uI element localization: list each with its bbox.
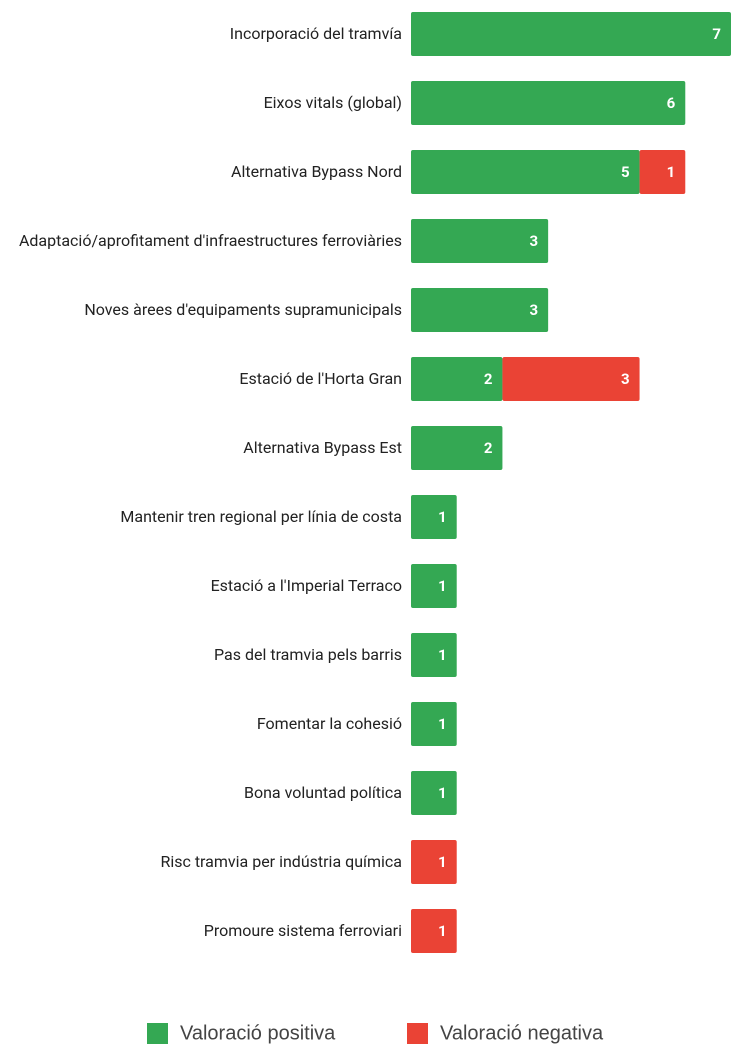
category-label: Alternativa Bypass Est bbox=[243, 438, 402, 457]
category-label: Adaptació/aprofitament d'infraestructure… bbox=[18, 231, 402, 250]
category-label: Mantenir tren regional per línia de cost… bbox=[120, 507, 402, 526]
value-label: 2 bbox=[484, 439, 493, 457]
value-label: 1 bbox=[438, 922, 447, 940]
value-label: 3 bbox=[530, 301, 539, 319]
value-label: 5 bbox=[621, 163, 630, 181]
category-label: Fomentar la cohesió bbox=[256, 714, 402, 733]
category-label: Estació de l'Horta Gran bbox=[239, 369, 402, 388]
bar-segment bbox=[411, 81, 686, 125]
bar-segment bbox=[411, 702, 457, 746]
value-label: 1 bbox=[438, 853, 447, 871]
category-label: Risc tramvia per indústria química bbox=[160, 852, 402, 871]
bar-segment bbox=[411, 840, 457, 884]
bar-segment bbox=[411, 357, 503, 401]
value-label: 1 bbox=[438, 577, 447, 595]
value-label: 1 bbox=[438, 784, 447, 802]
category-label: Eixos vitals (global) bbox=[263, 93, 402, 112]
category-label: Promoure sistema ferroviari bbox=[203, 921, 402, 940]
category-label: Alternativa Bypass Nord bbox=[231, 162, 402, 181]
category-label: Pas del tramvia pels barris bbox=[214, 645, 402, 664]
value-label: 3 bbox=[621, 370, 630, 388]
value-label: 1 bbox=[438, 646, 447, 664]
bar-segment bbox=[411, 219, 549, 263]
bar-segment bbox=[411, 909, 457, 953]
category-label: Noves àrees d'equipaments supramunicipal… bbox=[84, 300, 402, 319]
bar-segment bbox=[411, 564, 457, 608]
category-label: Bona voluntad política bbox=[244, 783, 402, 802]
bar-segment bbox=[411, 426, 503, 470]
legend-label: Valoració positiva bbox=[180, 1022, 336, 1044]
bar-segment bbox=[411, 771, 457, 815]
value-label: 1 bbox=[438, 508, 447, 526]
value-label: 1 bbox=[438, 715, 447, 733]
bar-segment bbox=[411, 633, 457, 677]
value-label: 2 bbox=[484, 370, 493, 388]
bar-segment bbox=[411, 150, 640, 194]
value-label: 7 bbox=[712, 25, 721, 43]
legend-swatch bbox=[407, 1023, 428, 1044]
bar-segment bbox=[411, 12, 731, 56]
bar-segment bbox=[411, 288, 549, 332]
value-label: 6 bbox=[667, 94, 676, 112]
category-label: Estació a l'Imperial Terraco bbox=[210, 576, 402, 595]
legend-swatch bbox=[147, 1023, 168, 1044]
legend-label: Valoració negativa bbox=[440, 1022, 604, 1044]
bar-segment bbox=[639, 150, 686, 194]
bar-segment bbox=[502, 357, 640, 401]
value-label: 1 bbox=[667, 163, 676, 181]
value-label: 3 bbox=[530, 232, 539, 250]
category-label: Incorporació del tramvía bbox=[229, 24, 402, 43]
bar-segment bbox=[411, 495, 457, 539]
